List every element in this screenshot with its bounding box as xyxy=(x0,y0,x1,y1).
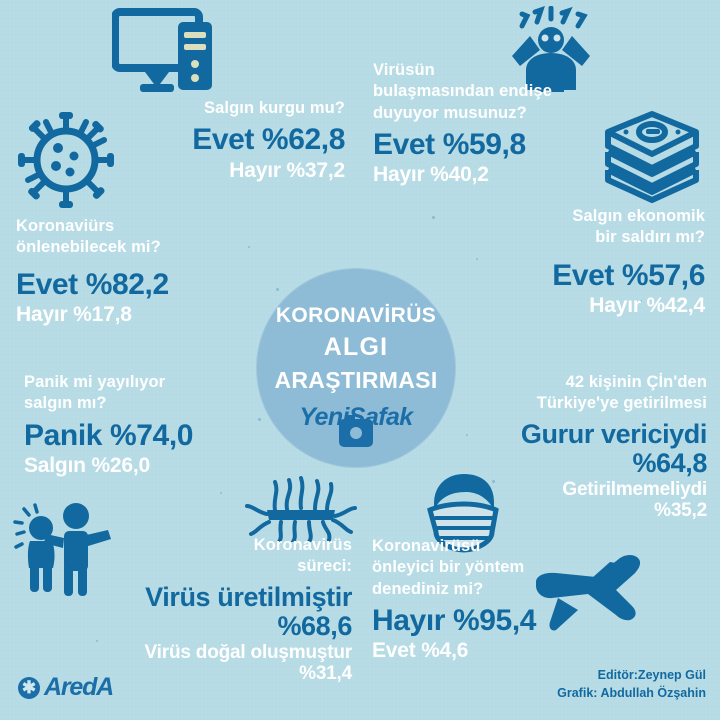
airplane-icon xyxy=(522,548,652,636)
question-line-1: Koronaviürs xyxy=(16,217,115,235)
medallion-title-line-3: ARAŞTIRMASI xyxy=(274,366,438,393)
comforting-people-icon xyxy=(12,494,116,598)
asterisk-badge-icon: ✱ xyxy=(18,676,40,699)
question-line-1: Panik mi yayılıyor xyxy=(24,373,166,391)
secondary-answer: Hayır %37,2 xyxy=(229,158,345,182)
medallion-title-line-1: KORONAVİRÜS xyxy=(275,303,437,327)
speck xyxy=(276,288,279,291)
question-line-3: denediniz mi? xyxy=(372,579,484,598)
question-line-1: Koronavirüs xyxy=(253,536,352,554)
credit-graphic: Grafik: Abdullah Özşahin xyxy=(557,685,706,700)
credit-editor: Editör:Zeynep Gül xyxy=(597,667,706,682)
secondary-answer-line-1: Virüs doğal oluşmuştur xyxy=(144,641,353,663)
secondary-answer: Hayır %42,4 xyxy=(589,293,705,317)
question-line-2: önleyici bir yöntem xyxy=(372,558,525,577)
secondary-answer-line-1: Getirilmemeliydi xyxy=(562,478,707,500)
question-line-2: salgın mı? xyxy=(24,394,107,413)
section-bulasma-endise: Virüsün bulaşmasından endişe duyuyor mus… xyxy=(373,60,633,187)
speck xyxy=(96,640,98,642)
secondary-answer: Salgın %26,0 xyxy=(24,453,150,477)
speck xyxy=(476,258,478,260)
question-line-1: Virüsün xyxy=(373,61,435,79)
medallion-title-line-2: ALGI xyxy=(323,332,389,361)
primary-answer-line-2: %68,6 xyxy=(277,610,352,641)
primary-answer: Evet %59,8 xyxy=(373,128,526,162)
stressed-person-icon xyxy=(500,6,602,92)
section-panik-mi-salgin-mi: Panik mi yayılıyor salgın mı? Panik %74,… xyxy=(24,372,284,477)
money-stack-icon xyxy=(600,108,704,204)
section-onleyici-yontem: Koronavirüsü önleyici bir yöntem denedin… xyxy=(372,536,627,663)
speck xyxy=(492,480,495,483)
speck xyxy=(220,492,222,494)
section-cin-tahliye: 42 kişinin Çİn'den Türkiye'ye getirilmes… xyxy=(440,372,707,521)
speck xyxy=(248,246,250,248)
masked-person-icon xyxy=(414,470,510,560)
question-line-2: bulaşmasından endişe xyxy=(373,82,552,101)
areda-wordmark: AredA xyxy=(44,673,114,701)
primary-answer-line-1: Gurur vericiydi xyxy=(520,418,707,449)
primary-answer: Evet %57,6 xyxy=(552,258,705,292)
speck xyxy=(258,418,261,421)
bacteria-icon xyxy=(245,472,357,542)
speck xyxy=(432,216,435,219)
question-text: Salgın kurgu mu? xyxy=(204,99,345,117)
secondary-answer: Hayır %40,2 xyxy=(373,163,489,187)
coronavirus-icon xyxy=(14,108,118,212)
secondary-answer: Hayır %17,8 xyxy=(16,302,132,326)
speck xyxy=(466,434,468,436)
question-line-1: Salgın ekonomik xyxy=(572,207,705,225)
secondary-answer-line-2: %31,4 xyxy=(299,662,352,684)
section-virus-koken: Koronavirüs süreci: Virüs üretilmiştir %… xyxy=(90,535,353,684)
primary-answer-line-2: %64,8 xyxy=(632,447,707,478)
question-line-2: Türkiye'ye getirilmesi xyxy=(536,394,707,413)
primary-answer-line-1: Virüs üretilmiştir xyxy=(145,581,352,612)
secondary-answer-line-2: %35,2 xyxy=(654,499,707,521)
question-line-3: duyuyor musunuz? xyxy=(373,103,527,122)
question-line-2: bir saldırı mı? xyxy=(595,228,705,247)
camera-icon xyxy=(339,414,373,447)
question-line-2: önlenebilecek mi? xyxy=(16,238,161,257)
primary-answer: Evet %82,2 xyxy=(16,267,169,301)
section-salgin-kurgu: Salgın kurgu mu? Evet %62,8 Hayır %37,2 xyxy=(60,98,345,182)
areda-logo: ✱ AredA xyxy=(18,673,114,702)
question-line-2: süreci: xyxy=(297,557,352,576)
section-ekonomik-saldiri: Salgın ekonomik bir saldırı mı? Evet %57… xyxy=(440,206,705,317)
primary-answer: Hayır %95,4 xyxy=(372,604,537,638)
section-korona-onlenebilecek: Koronaviürs önlenebilecek mi? Evet %82,2… xyxy=(16,216,266,326)
desktop-computer-icon xyxy=(112,8,216,94)
yenisafak-logo: Yeni Şafak xyxy=(299,403,413,447)
question-line-1: Koronavirüsü xyxy=(372,537,481,555)
question-line-1: 42 kişinin Çİn'den xyxy=(565,373,707,391)
primary-answer: Panik %74,0 xyxy=(24,418,194,452)
credits: Editör:Zeynep Gül Grafik: Abdullah Özşah… xyxy=(557,666,706,702)
center-medallion: KORONAVİRÜS ALGI ARAŞTIRMASI Yeni Şafak xyxy=(256,268,456,468)
speck xyxy=(640,300,642,302)
primary-answer: Evet %62,8 xyxy=(192,123,345,157)
secondary-answer: Evet %4,6 xyxy=(372,639,469,663)
